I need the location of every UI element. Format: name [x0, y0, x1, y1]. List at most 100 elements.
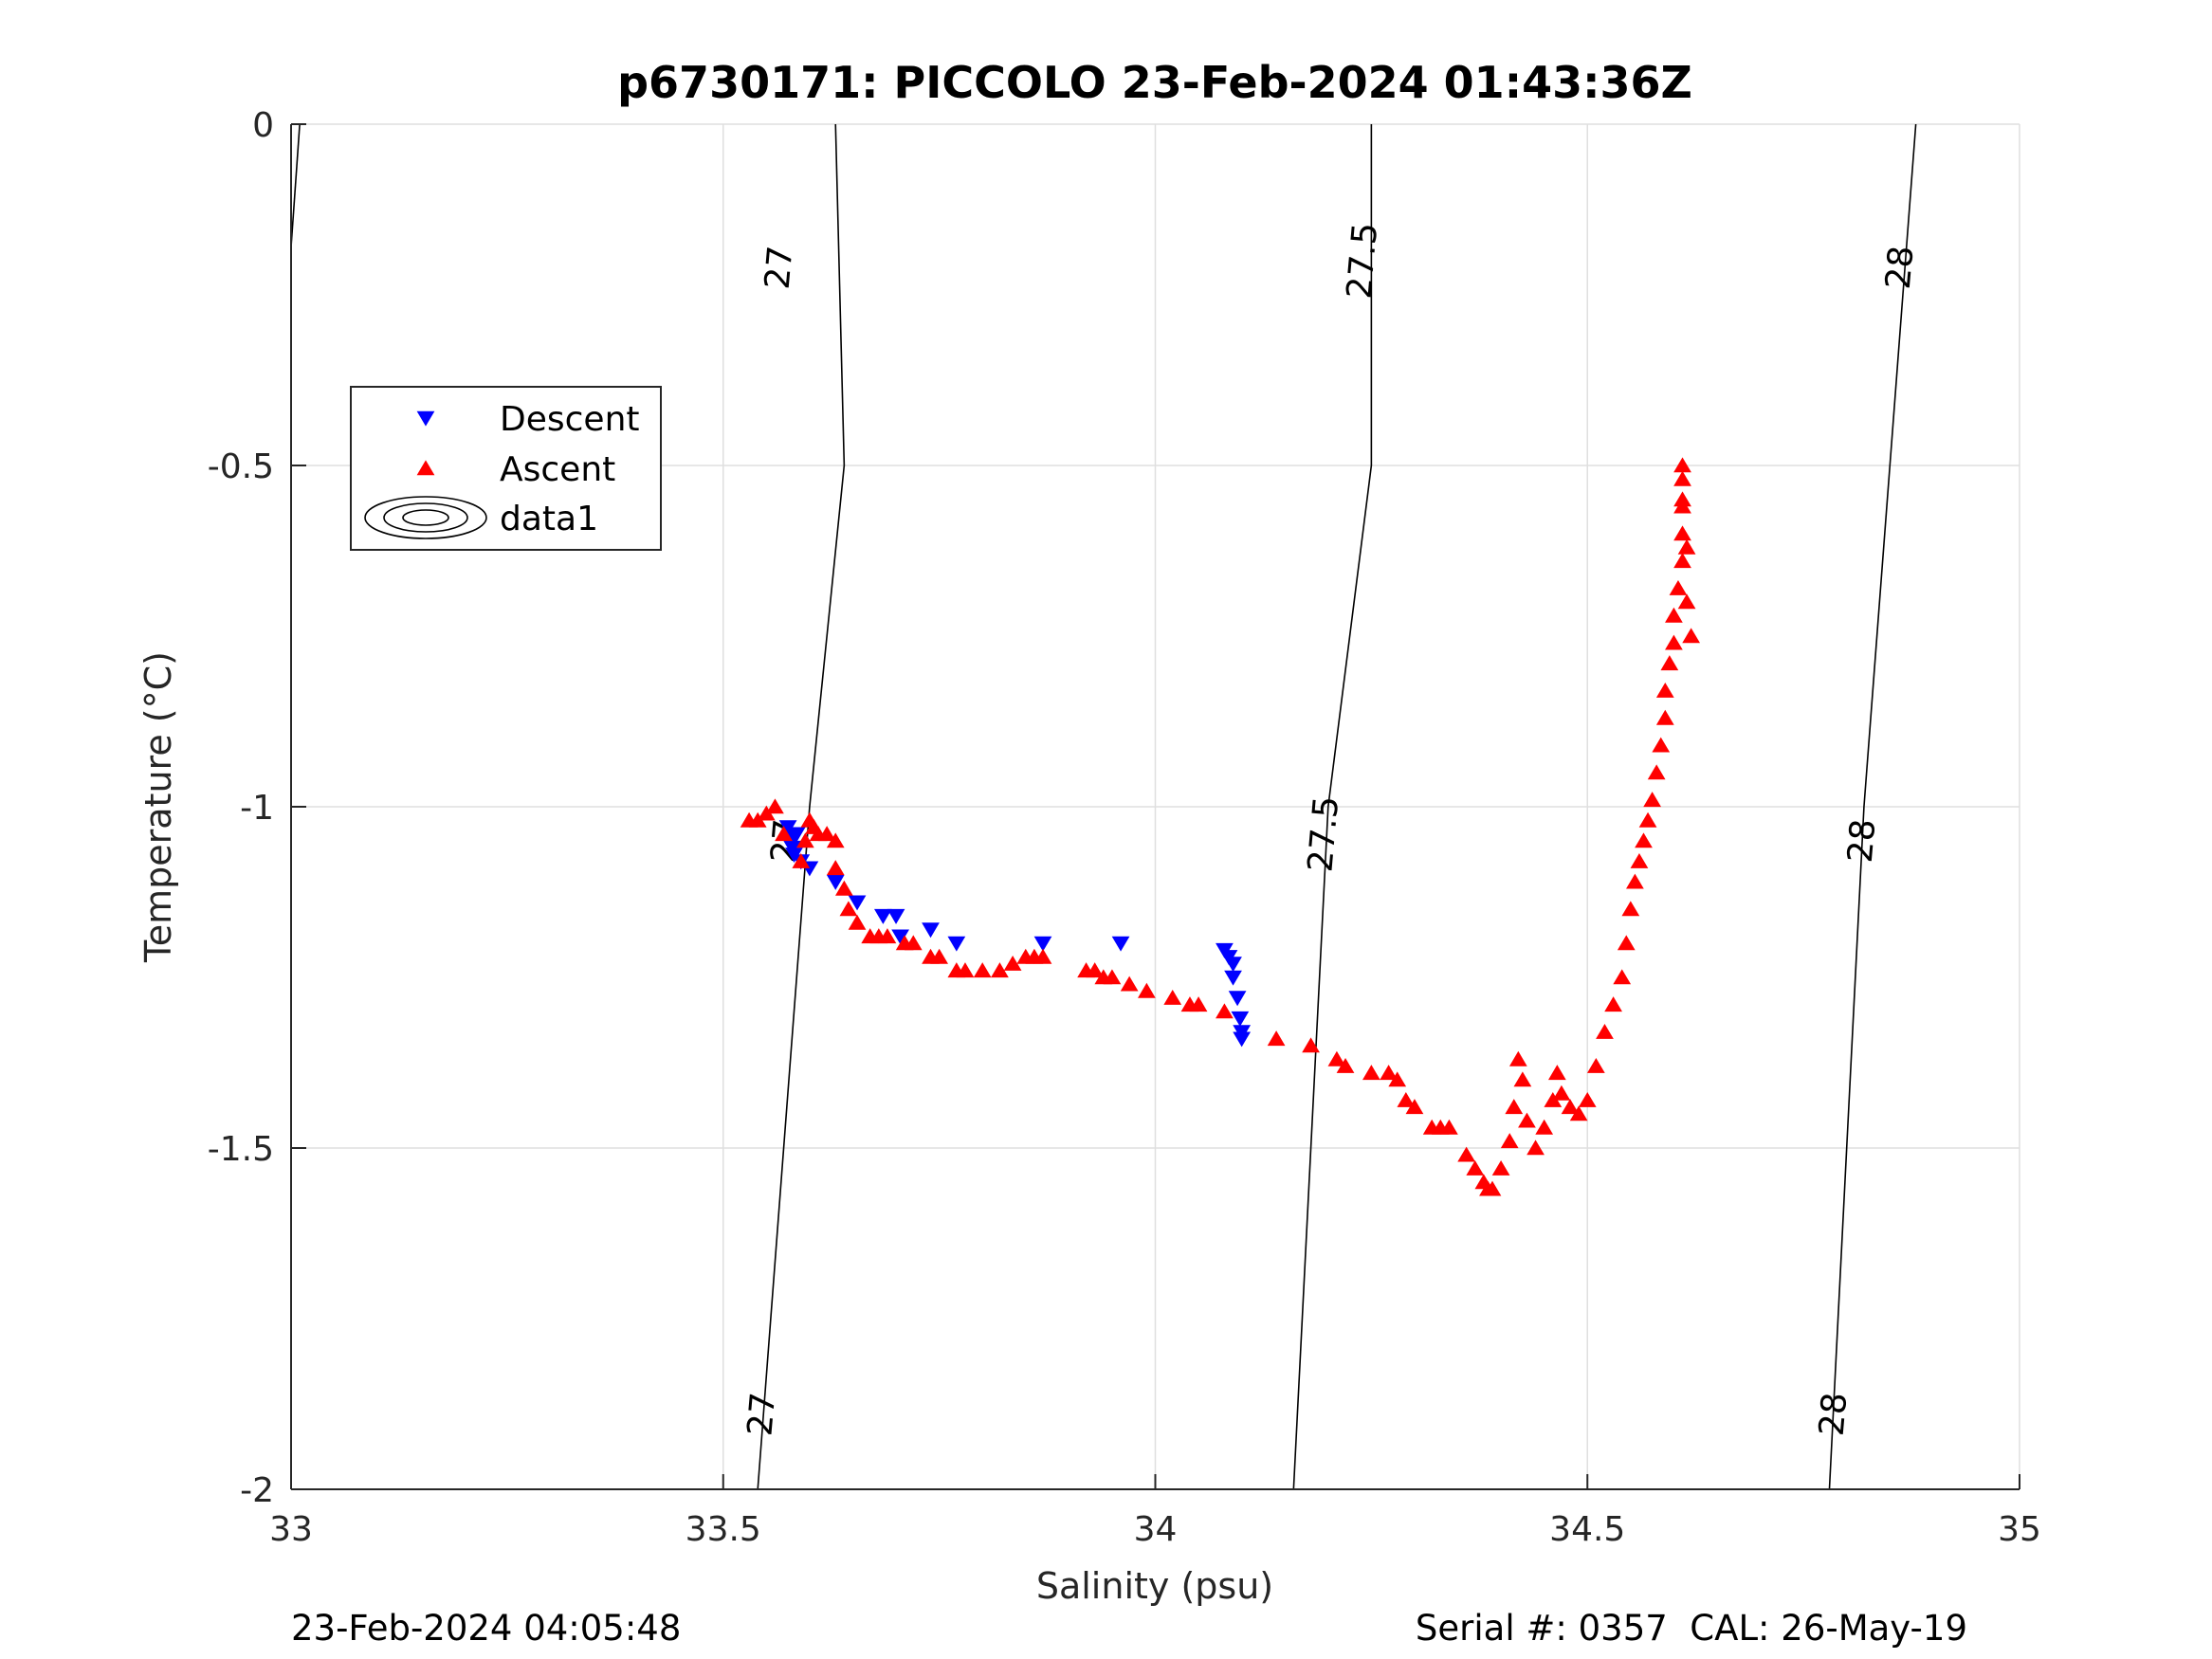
- descent-point: [1033, 936, 1052, 952]
- ascent-point: [1626, 873, 1644, 889]
- legend-label: data1: [500, 500, 598, 538]
- ascent-point: [1380, 1065, 1398, 1081]
- ascent-point: [1327, 1050, 1346, 1066]
- ascent-point: [1673, 525, 1691, 541]
- ascent-point: [1526, 1139, 1545, 1156]
- ascent-point: [775, 826, 793, 842]
- ascent-point: [1103, 969, 1122, 985]
- ascent-point: [1613, 969, 1632, 985]
- ascent-point: [1578, 1091, 1597, 1107]
- contour-label: 27: [759, 245, 801, 291]
- ascent-point: [1647, 764, 1666, 780]
- x-axis-ticks: 33 33.5 34 34.5 35: [269, 1474, 2041, 1549]
- legend-contour-marker: [402, 509, 449, 526]
- ascent-point: [930, 948, 948, 964]
- descent-point: [1224, 957, 1242, 973]
- descent-series: [778, 820, 1252, 1048]
- x-tick-label: 34: [1134, 1510, 1178, 1549]
- ascent-point: [1518, 1112, 1536, 1128]
- ascent-point: [792, 852, 811, 868]
- ascent-point: [848, 914, 867, 930]
- ascent-point: [1652, 737, 1671, 753]
- ascent-point: [1508, 1050, 1527, 1066]
- ascent-point: [1586, 1057, 1605, 1073]
- ascent-point: [1388, 1071, 1407, 1087]
- ascent-point: [766, 798, 784, 814]
- contour-label: 28: [1813, 1391, 1856, 1437]
- ascent-point: [1630, 852, 1649, 868]
- ascent-point: [1655, 682, 1674, 698]
- descent-point: [874, 908, 892, 924]
- ascent-point: [1621, 901, 1640, 917]
- y-tick-label: 0: [252, 106, 274, 145]
- ascent-point: [1552, 1085, 1571, 1101]
- ascent-point: [795, 832, 814, 848]
- ascent-point: [1547, 1065, 1566, 1081]
- ascent-point: [1336, 1057, 1355, 1073]
- descent-point: [947, 936, 966, 952]
- ascent-point: [1397, 1091, 1416, 1107]
- chart-title: p6730171: PICCOLO 23-Feb-2024 01:43:36Z: [617, 57, 1692, 108]
- x-tick-label: 33.5: [686, 1510, 761, 1549]
- legend-contour-marker: [364, 496, 487, 539]
- y-axis-label: Temperature (°C): [137, 651, 179, 963]
- ascent-point: [1682, 628, 1701, 644]
- contour-line: [1292, 124, 1373, 1490]
- descent-point: [922, 922, 940, 939]
- ascent-point: [834, 880, 853, 896]
- descent-point: [826, 874, 845, 890]
- legend-box: [350, 386, 662, 551]
- ascent-point: [1604, 996, 1622, 1012]
- legend-label: Ascent: [500, 450, 615, 489]
- contour-line: [290, 123, 301, 247]
- ascent-point: [1086, 962, 1105, 978]
- legend: Descent Ascent data1: [350, 386, 662, 551]
- ascent-point: [1505, 1099, 1524, 1115]
- ascent-point: [904, 935, 923, 951]
- y-tick-label: -0.5: [208, 447, 274, 486]
- ascent-point: [973, 962, 992, 978]
- y-axis-ticks: 0 -0.5 -1 -1.5 -2: [208, 106, 306, 1510]
- contour-label: 27: [740, 1391, 783, 1437]
- ascent-point: [1216, 1003, 1234, 1019]
- x-tick-label: 33: [269, 1510, 313, 1549]
- ascent-point: [1561, 1099, 1580, 1115]
- x-tick-label: 35: [1998, 1510, 2041, 1549]
- ascent-point: [1617, 935, 1636, 951]
- ascent-point: [1138, 982, 1156, 998]
- y-tick-label: -1: [240, 789, 274, 828]
- footer-timestamp: 23-Feb-2024 04:05:48: [291, 1608, 681, 1649]
- ascent-point: [1267, 1030, 1286, 1047]
- ascent-point: [878, 928, 897, 944]
- contour-line: [1828, 123, 1917, 1490]
- contour-label: 27.5: [1301, 794, 1346, 873]
- ascent-point: [826, 860, 845, 876]
- ascent-point: [1033, 948, 1052, 964]
- ascent-point: [1362, 1065, 1380, 1081]
- ascent-point: [1405, 1099, 1424, 1115]
- ascent-point: [1677, 593, 1696, 610]
- descent-point: [1111, 936, 1130, 952]
- ascent-series: [740, 457, 1701, 1196]
- y-tick-label: -1.5: [208, 1130, 274, 1169]
- ascent-point: [1483, 1180, 1502, 1196]
- ascent-point: [1466, 1159, 1485, 1176]
- ascent-point: [1660, 655, 1679, 671]
- ascent-point: [1569, 1105, 1588, 1121]
- descent-point: [1224, 970, 1242, 986]
- descent-point: [1228, 991, 1247, 1007]
- footer-serial-cal: Serial #: 0357 CAL: 26-May-19: [1416, 1608, 1967, 1649]
- ascent-point: [1163, 989, 1182, 1005]
- ascent-point: [1491, 1159, 1510, 1176]
- legend-contour-marker: [383, 502, 468, 533]
- ascent-point: [1457, 1146, 1476, 1162]
- ascent-point: [1677, 538, 1696, 555]
- ascent-point: [956, 962, 975, 978]
- legend-label: Descent: [500, 400, 640, 439]
- ascent-point: [1596, 1023, 1614, 1039]
- ascent-point: [826, 832, 845, 848]
- ascent-point: [1513, 1071, 1532, 1087]
- descent-point: [1233, 1031, 1252, 1048]
- ascent-point: [1500, 1133, 1519, 1149]
